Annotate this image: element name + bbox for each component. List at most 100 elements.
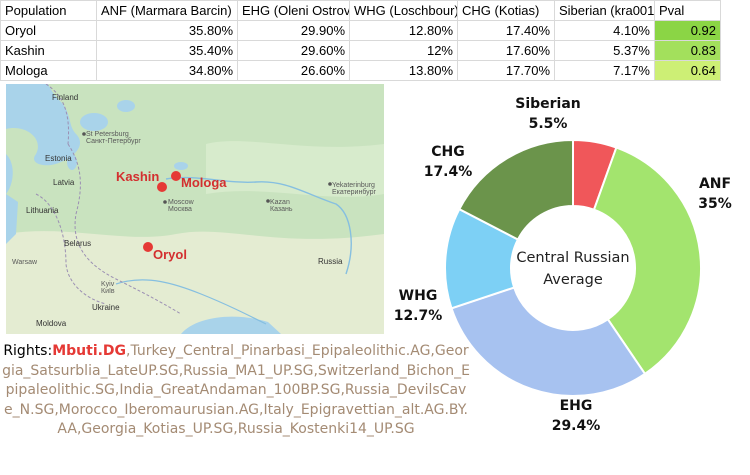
border-line xyxy=(35,193,107,305)
table-cell[interactable]: 17.60% xyxy=(457,40,555,61)
table-cell[interactable]: 13.80% xyxy=(349,60,458,81)
table-cell[interactable]: Oryol xyxy=(0,20,97,41)
map-label-belarus: Belarus xyxy=(64,239,91,248)
slice-value-siberian: 5.5% xyxy=(529,116,568,132)
st-petersburg-dot xyxy=(82,132,86,136)
dnieper-river xyxy=(115,279,267,325)
black-sea xyxy=(181,316,281,334)
table-cell[interactable]: Mologa xyxy=(0,60,97,81)
map-label-yekaterinburg-ru: Екатеринбург xyxy=(332,188,376,196)
sea-inlet xyxy=(6,154,13,194)
slice-anf[interactable] xyxy=(592,146,702,376)
map-svg: Finland St Petersburg Санкт-Петербург Es… xyxy=(6,84,384,334)
header-cell-pval[interactable]: Pval xyxy=(654,0,721,21)
lake-onega xyxy=(117,100,135,112)
forest-area xyxy=(206,141,384,197)
table-cell[interactable]: 4.10% xyxy=(554,20,655,41)
city-marker-kashin[interactable] xyxy=(157,182,167,192)
sea-coast xyxy=(6,194,18,244)
table-cell[interactable]: Kashin xyxy=(0,40,97,61)
slice-chg[interactable] xyxy=(457,138,574,241)
table-header-row: Population ANF (Marmara Barcin) EHG (Ole… xyxy=(0,0,721,21)
rights-highlight: Mbuti.DG xyxy=(52,343,127,359)
table-cell[interactable]: 17.70% xyxy=(457,60,555,81)
donut-chart: Siberian 5.5% ANF 35% EHG 29.4% WHG 12.7% CHG 17.… xyxy=(385,84,750,474)
border-line xyxy=(67,143,182,315)
kazan-dot xyxy=(266,199,270,203)
lake-peipus xyxy=(67,154,77,170)
moscow-dot xyxy=(163,200,167,204)
border-line xyxy=(45,84,70,145)
table-cell[interactable]: 35.80% xyxy=(96,20,238,41)
center-label-line: Central Russian xyxy=(516,250,629,266)
table-cell[interactable]: 29.60% xyxy=(237,40,350,61)
slice-label-chg: CHG xyxy=(431,144,464,160)
rights-list: ,Turkey_Central_Pinarbasi_Epipaleolithic… xyxy=(2,343,470,437)
header-cell-siberian[interactable]: Siberian (kra001) xyxy=(554,0,655,21)
slice-label-anf: ANF xyxy=(699,176,731,192)
map-label-finland: Finland xyxy=(52,93,78,102)
map-label-moscow-ru: Москва xyxy=(168,206,192,213)
city-marker-oryol[interactable] xyxy=(143,242,153,252)
slice-value-anf: 35% xyxy=(698,196,732,212)
population-table: Population ANF (Marmara Barcin) EHG (Ole… xyxy=(0,0,721,81)
map-label-kazan-ru: Казань xyxy=(270,206,293,213)
map-label-latvia: Latvia xyxy=(53,178,75,187)
baltic-sea xyxy=(6,84,81,166)
map-label-ukraine: Ukraine xyxy=(92,303,120,312)
slice-label-siberian: Siberian xyxy=(515,96,581,112)
map-label-russia: Russia xyxy=(318,257,343,266)
table-cell[interactable]: 35.40% xyxy=(96,40,238,61)
yekaterinburg-dot xyxy=(328,182,332,186)
city-label-oryol: Oryol xyxy=(153,247,187,262)
slice-label-whg: WHG xyxy=(399,288,438,304)
map-label-kyiv: Kyiv xyxy=(101,281,115,288)
map-panel[interactable]: Finland St Petersburg Санкт-Петербург Es… xyxy=(6,84,384,334)
table-cell[interactable]: 5.37% xyxy=(554,40,655,61)
table-cell[interactable]: 12% xyxy=(349,40,458,61)
map-label-st-petersburg: St Petersburg xyxy=(86,131,129,138)
donut-svg: Siberian 5.5% ANF 35% EHG 29.4% WHG 12.7% CHG 17.… xyxy=(394,96,732,434)
map-label-kazan: Kazan xyxy=(270,199,290,206)
slice-label-ehg: EHG xyxy=(560,398,593,414)
map-label-warsaw: Warsaw xyxy=(12,259,38,266)
header-cell-anf[interactable]: ANF (Marmara Barcin) xyxy=(96,0,238,21)
rybinsk-reservoir xyxy=(174,162,188,170)
city-label-kashin: Kashin xyxy=(116,169,159,184)
rights-text: Rights:Mbuti.DG,Turkey_Central_Pinarbasi… xyxy=(2,342,470,440)
pval-cell[interactable]: 0.83 xyxy=(654,40,721,61)
table-cell[interactable]: 29.90% xyxy=(237,20,350,41)
pval-cell[interactable]: 0.92 xyxy=(654,20,721,41)
table-row: Mologa 34.80% 26.60% 13.80% 17.70% 7.17%… xyxy=(0,60,721,81)
city-label-mologa: Mologa xyxy=(181,175,227,190)
table-cell[interactable]: 34.80% xyxy=(96,60,238,81)
farmland-area xyxy=(6,231,384,334)
header-cell-ehg[interactable]: EHG (Oleni Ostrov) xyxy=(237,0,350,21)
slice-value-chg: 17.4% xyxy=(424,164,473,180)
slice-value-ehg: 29.4% xyxy=(552,418,601,434)
map-label-moscow: Moscow xyxy=(168,199,195,206)
lake-ladoga xyxy=(80,113,108,131)
map-label-estonia: Estonia xyxy=(45,154,72,163)
map-label-yekaterinburg: Yekaterinburg xyxy=(332,182,375,189)
map-label-lithuania: Lithuania xyxy=(26,206,59,215)
table-row: Kashin 35.40% 29.60% 12% 17.60% 5.37% 0.… xyxy=(0,40,721,61)
table-cell[interactable]: 17.40% xyxy=(457,20,555,41)
table-cell[interactable]: 7.17% xyxy=(554,60,655,81)
pval-cell[interactable]: 0.64 xyxy=(654,60,721,81)
rights-lead: Rights: xyxy=(3,343,53,359)
header-cell-population[interactable]: Population xyxy=(0,0,97,21)
header-cell-chg[interactable]: CHG (Kotias) xyxy=(457,0,555,21)
slice-ehg[interactable] xyxy=(450,286,647,397)
city-marker-mologa[interactable] xyxy=(171,171,181,181)
table-cell[interactable]: 12.80% xyxy=(349,20,458,41)
map-label-st-petersburg-ru: Санкт-Петербург xyxy=(86,137,141,145)
table-row: Oryol 35.80% 29.90% 12.80% 17.40% 4.10% … xyxy=(0,20,721,41)
slice-value-whg: 12.7% xyxy=(394,308,443,324)
header-cell-whg[interactable]: WHG (Loschbour) xyxy=(349,0,458,21)
map-label-moldova: Moldova xyxy=(36,319,67,328)
map-label-kyiv-ua: Київ xyxy=(101,288,115,295)
center-label-line: Average xyxy=(543,272,603,288)
table-cell[interactable]: 26.60% xyxy=(237,60,350,81)
volga-river xyxy=(165,176,352,275)
